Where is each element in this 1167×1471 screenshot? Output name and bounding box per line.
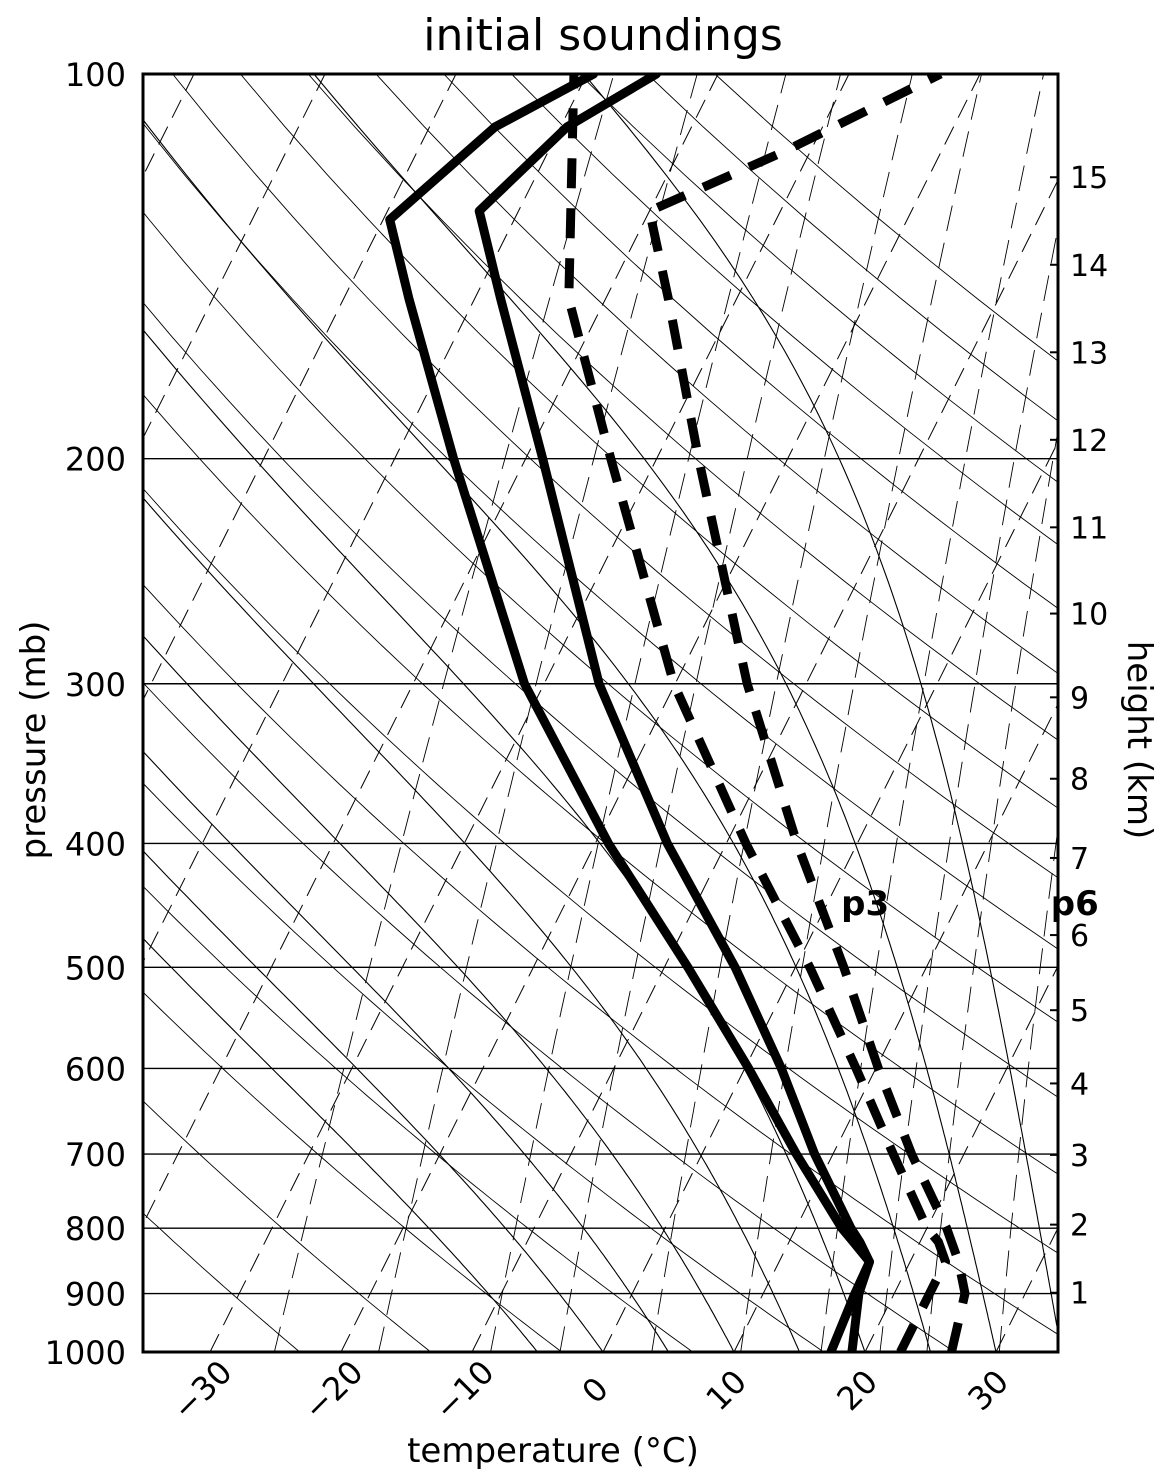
dry-adiabat (143, 122, 1058, 950)
dry-adiabat (375, 74, 1058, 675)
p3-dewpoint-curve (474, 74, 874, 1352)
moist-adiabat (143, 634, 735, 1352)
height-tick: 11 (1070, 511, 1108, 546)
moist-adiabat (143, 850, 604, 1352)
mixing-ratio-line (378, 74, 698, 1352)
background-grid (143, 74, 1058, 1352)
dry-adiabat (143, 1212, 300, 1352)
height-tick: 2 (1070, 1209, 1089, 1244)
isotherm (340, 74, 981, 1352)
x-axis-label: temperature (°C) (407, 1431, 699, 1471)
pressure-tick: 600 (65, 1050, 126, 1088)
temperature-tick: −30 (165, 1353, 240, 1428)
dry-adiabat (143, 301, 1058, 1098)
dry-adiabat (143, 885, 693, 1352)
height-tick: 6 (1070, 919, 1089, 954)
height-tick: 9 (1070, 681, 1089, 716)
moist-adiabat (143, 328, 866, 1352)
temperature-tick-labels: −30 −20 −10 0 10 20 30 (165, 1353, 1016, 1428)
pressure-tick: 1000 (45, 1334, 126, 1372)
height-tick: 13 (1070, 336, 1108, 371)
moist-adiabat (143, 937, 538, 1352)
dry-adiabat (240, 74, 1058, 809)
mixing-ratio-line (740, 74, 982, 1352)
dry-adiabat (143, 991, 562, 1352)
mixing-ratio-line (651, 74, 913, 1352)
temperature-tick: 20 (829, 1362, 885, 1418)
dry-adiabat (143, 782, 824, 1352)
sounding-curves (385, 74, 970, 1352)
isobars (143, 458, 1058, 1295)
series-label-p3: p3 (841, 884, 889, 924)
dry-adiabat (172, 74, 1058, 879)
pressure-tick: 900 (65, 1276, 126, 1314)
height-tick: 8 (1070, 763, 1089, 798)
moist-adiabat (143, 118, 932, 1352)
height-tick: 7 (1070, 842, 1089, 877)
mixing-ratio-line (820, 74, 1045, 1352)
mixing-ratio-line (490, 74, 787, 1352)
moist-adiabat (143, 750, 669, 1352)
temperature-tick: −20 (296, 1353, 371, 1428)
temperature-tick: 10 (698, 1362, 754, 1418)
pressure-tick: 800 (65, 1210, 126, 1248)
pressure-tick: 500 (65, 949, 126, 987)
height-tick: 1 (1070, 1277, 1089, 1312)
pressure-tick: 100 (65, 56, 126, 94)
mixing-ratio-line (559, 74, 841, 1352)
height-tick: 14 (1070, 249, 1108, 284)
pressure-tick: 200 (65, 441, 126, 479)
temperature-tick: 30 (960, 1362, 1016, 1418)
dry-adiabat (143, 1100, 431, 1352)
temperature-tick: −10 (427, 1353, 502, 1428)
height-tick: 5 (1070, 994, 1089, 1029)
height-tick: 15 (1070, 161, 1108, 196)
mixing-ratio-line (273, 74, 615, 1352)
height-tick: 3 (1070, 1139, 1089, 1174)
mixing-ratio-line (998, 825, 1058, 1352)
p6-temperature-curve (564, 74, 950, 1352)
pressure-tick: 400 (65, 825, 126, 863)
y-axis-label: pressure (mb) (14, 621, 54, 860)
dry-adiabat (443, 74, 1058, 609)
chart-title: initial soundings (423, 10, 783, 61)
dry-adiabat (143, 682, 955, 1352)
moist-adiabat (143, 497, 801, 1352)
height-tick: 12 (1070, 424, 1108, 459)
pressure-tick: 700 (65, 1136, 126, 1174)
plot-frame (141, 72, 1060, 1354)
dry-adiabat (307, 74, 1058, 741)
series-labels: p3 p6 (841, 884, 1099, 924)
height-tick: 10 (1070, 598, 1108, 633)
pressure-tick-labels: 100 200 300 400 500 600 700 800 900 1000 (45, 56, 126, 1372)
temperature-tick: 0 (575, 1370, 616, 1411)
mixing-ratio-line (879, 225, 1058, 1352)
p3-temperature-curve (385, 74, 874, 1352)
p6-dewpoint-curve (645, 74, 970, 1352)
height-tick: 4 (1070, 1067, 1089, 1102)
moist-adiabat (583, 74, 1058, 1336)
right-axis-label: height (km) (1119, 641, 1159, 840)
mixing-ratio-line (926, 428, 1058, 1352)
pressure-tick: 300 (65, 666, 126, 704)
